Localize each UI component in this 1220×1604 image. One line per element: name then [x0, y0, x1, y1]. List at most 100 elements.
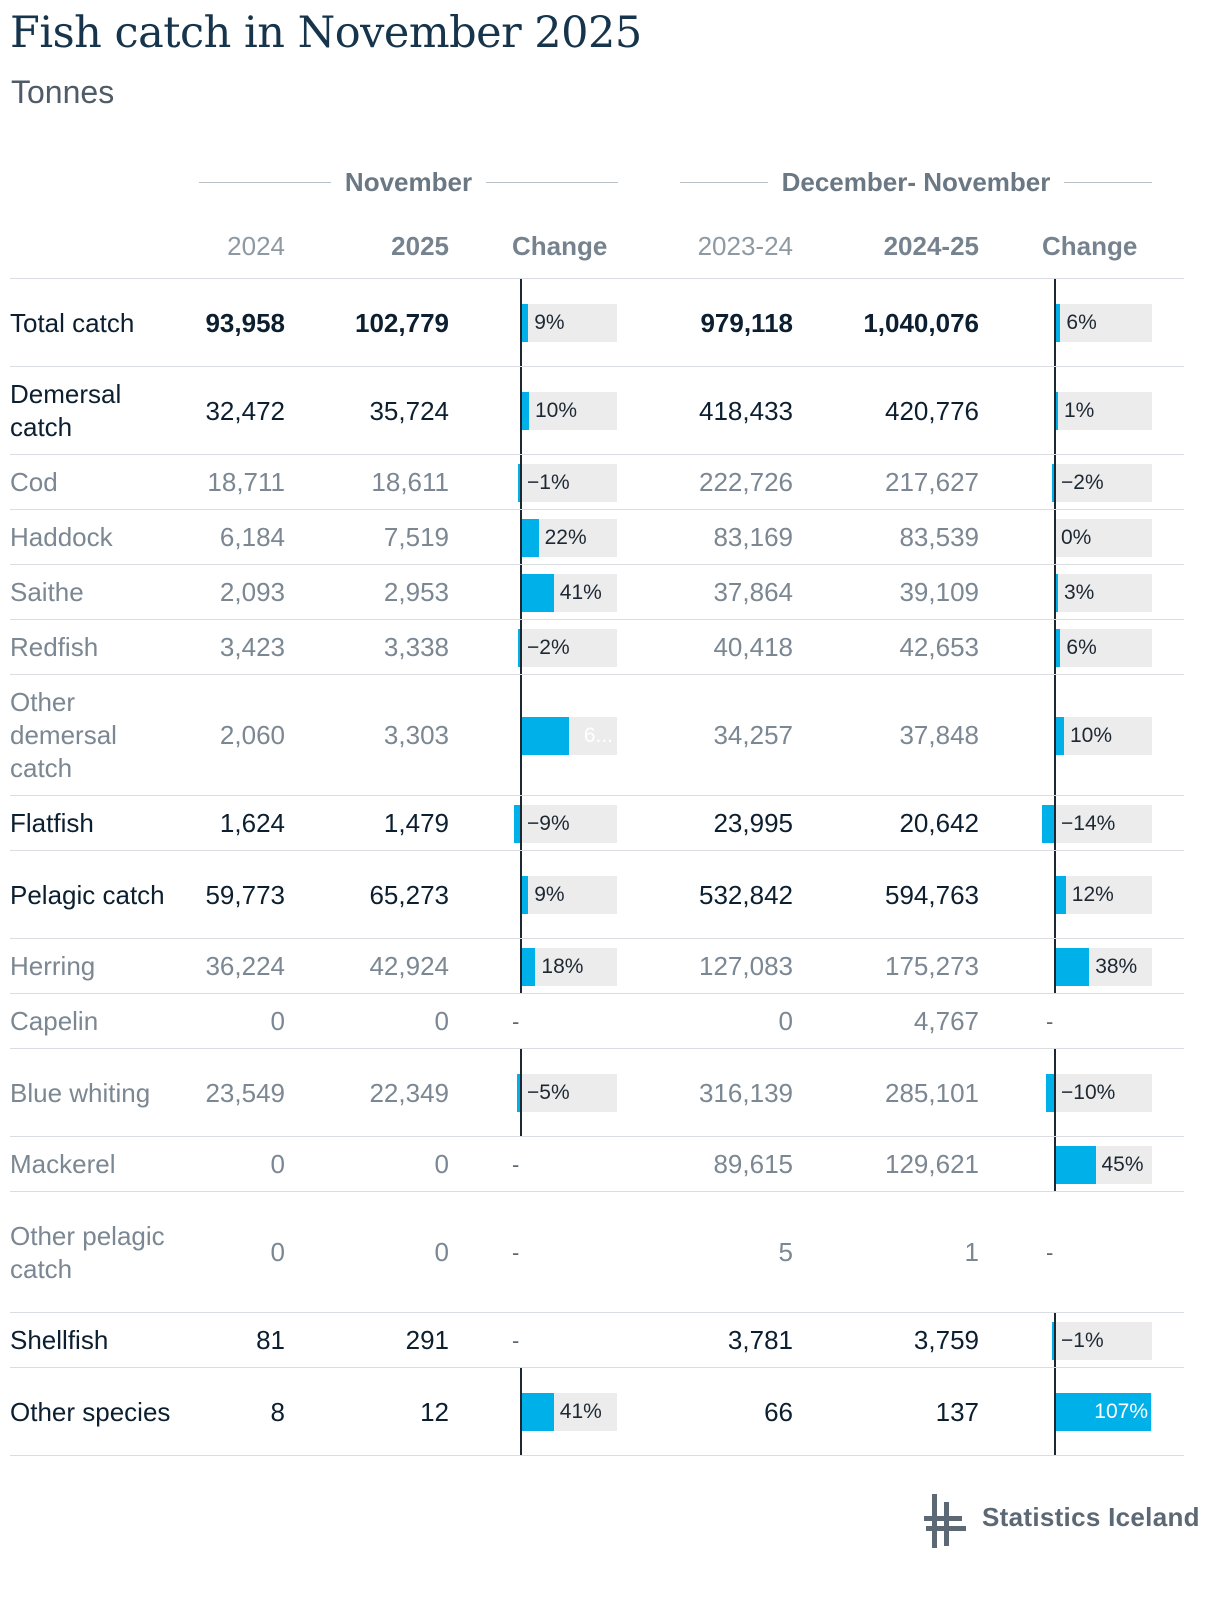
value-v2024: 0	[270, 1237, 285, 1267]
value-v2425: 217,627	[885, 467, 979, 497]
dec-nov-change-axis	[1054, 1313, 1056, 1368]
november-change-label: 41%	[559, 1400, 602, 1423]
column-header-change-november: Change	[512, 231, 608, 261]
dec-nov-change-label: 1%	[1064, 399, 1095, 422]
value-v2425: 137	[935, 1396, 979, 1427]
november-change-label: 6...	[583, 723, 613, 747]
dec-nov-change-label: 38%	[1095, 954, 1138, 978]
november-change-label: 9%	[534, 311, 565, 334]
value-v2324: 66	[764, 1396, 793, 1427]
dec-nov-change-label: 12%	[1071, 883, 1114, 906]
november-change-axis	[520, 675, 522, 796]
november-change-label: 9%	[534, 883, 565, 906]
column-header-2025: 2025	[391, 231, 449, 261]
value-v2024: 2,060	[219, 720, 285, 750]
column-header-change-dec-nov: Change	[1042, 231, 1138, 261]
value-v2025: 1,479	[383, 808, 449, 838]
table-row: Saithe 2,093 2,953 37,864 39,109 41% 3%	[0, 565, 1220, 620]
value-v2324: 0	[778, 1006, 793, 1036]
dec-nov-change-label: −14%	[1061, 811, 1116, 835]
row-separator	[10, 1367, 1184, 1368]
dec-nov-change-axis	[1054, 796, 1056, 851]
table-row: Total catch 93,958 102,779 979,118 1,040,076…	[0, 279, 1220, 367]
november-change-dash: -	[512, 1151, 520, 1177]
row-label: Haddock	[10, 522, 113, 552]
november-change-axis	[520, 455, 522, 510]
value-v2025: 0	[434, 1149, 449, 1179]
dec-nov-change-bar	[1042, 804, 1055, 843]
dec-nov-change-axis	[1054, 1049, 1056, 1137]
value-v2425: 83,539	[899, 522, 979, 552]
row-label: Total catch	[10, 307, 135, 338]
row-label: Redfish	[10, 632, 99, 662]
value-v2025: 7,519	[383, 522, 449, 552]
value-v2025: 0	[434, 1237, 449, 1267]
value-v2425: 20,642	[899, 808, 979, 838]
group-rule-right	[486, 181, 618, 183]
row-separator	[10, 278, 1184, 279]
dec-nov-change-track	[1055, 304, 1152, 342]
value-v2324: 222,726	[699, 467, 793, 497]
november-change-axis	[520, 620, 522, 675]
brand-logo: Statistics Iceland	[924, 1494, 1200, 1548]
table-row: Other species 8 12 66 137 41% 107%	[0, 1368, 1220, 1456]
table-row: Redfish 3,423 3,338 40,418 42,653 −2% 6%	[0, 620, 1220, 675]
value-v2324: 979,118	[700, 307, 793, 338]
november-change-bar	[521, 573, 554, 612]
row-label: Cod	[10, 467, 58, 497]
dec-nov-change-axis	[1054, 675, 1056, 796]
table-row: Other demersal catch 2,060 3,303 34,257 37,8…	[0, 675, 1220, 796]
november-change-axis	[520, 851, 522, 939]
value-v2024: 0	[270, 1149, 285, 1179]
value-v2025: 35,724	[369, 395, 449, 426]
value-v2425: 594,763	[885, 879, 979, 910]
value-v2425: 37,848	[899, 720, 979, 750]
november-change-bar	[521, 1393, 554, 1431]
november-change-bar	[521, 304, 529, 342]
dec-nov-change-track	[1054, 1321, 1152, 1360]
row-separator	[10, 1136, 1184, 1137]
november-change-bar	[521, 716, 569, 755]
table-row: Blue whiting 23,549 22,349 316,139 285,101 −5…	[0, 1049, 1220, 1137]
november-change-bar	[521, 876, 529, 914]
value-v2324: 40,418	[713, 632, 793, 662]
november-change-track	[517, 1074, 617, 1112]
november-change-bar	[521, 947, 536, 986]
row-label: Demersal catch	[10, 379, 122, 442]
dec-nov-change-bar	[1055, 573, 1058, 612]
value-v2025: 3,303	[383, 720, 449, 750]
dec-nov-change-axis	[1054, 367, 1056, 455]
row-separator	[10, 564, 1184, 565]
november-change-axis	[520, 279, 522, 367]
dec-nov-change-label: 107%	[1094, 1400, 1148, 1423]
row-separator	[10, 850, 1184, 851]
row-separator	[10, 619, 1184, 620]
november-change-bar	[513, 804, 521, 843]
value-v2025: 0	[434, 1006, 449, 1036]
row-separator	[10, 993, 1184, 994]
row-separator	[10, 1455, 1184, 1456]
november-change-dash: -	[512, 1008, 520, 1034]
november-change-track	[520, 463, 617, 502]
dec-nov-change-axis	[1054, 279, 1056, 367]
brand-name: Statistics Iceland	[982, 1502, 1200, 1532]
value-v2025: 18,611	[371, 467, 449, 497]
november-change-axis	[520, 1049, 522, 1137]
column-header-2024-25: 2024-25	[883, 231, 979, 261]
dec-nov-change-label: −2%	[1061, 470, 1104, 494]
value-v2024: 1,624	[219, 808, 285, 838]
dec-nov-change-bar	[1052, 463, 1055, 502]
value-v2425: 4,767	[913, 1006, 979, 1036]
dec-nov-change-track	[1055, 518, 1152, 557]
column-header-2023-24: 2023-24	[697, 231, 793, 261]
dec-nov-change-axis	[1054, 510, 1056, 565]
value-v2024: 0	[270, 1006, 285, 1036]
row-label: Blue whiting	[10, 1077, 151, 1108]
november-change-label: −1%	[527, 470, 570, 494]
value-v2025: 3,338	[383, 632, 449, 662]
dec-nov-change-bar	[1055, 1145, 1096, 1184]
dec-nov-change-dash: -	[1046, 1008, 1054, 1034]
dec-nov-change-track	[1055, 392, 1152, 430]
value-v2025: 65,273	[369, 879, 449, 910]
dec-nov-change-bar	[1055, 1393, 1152, 1431]
